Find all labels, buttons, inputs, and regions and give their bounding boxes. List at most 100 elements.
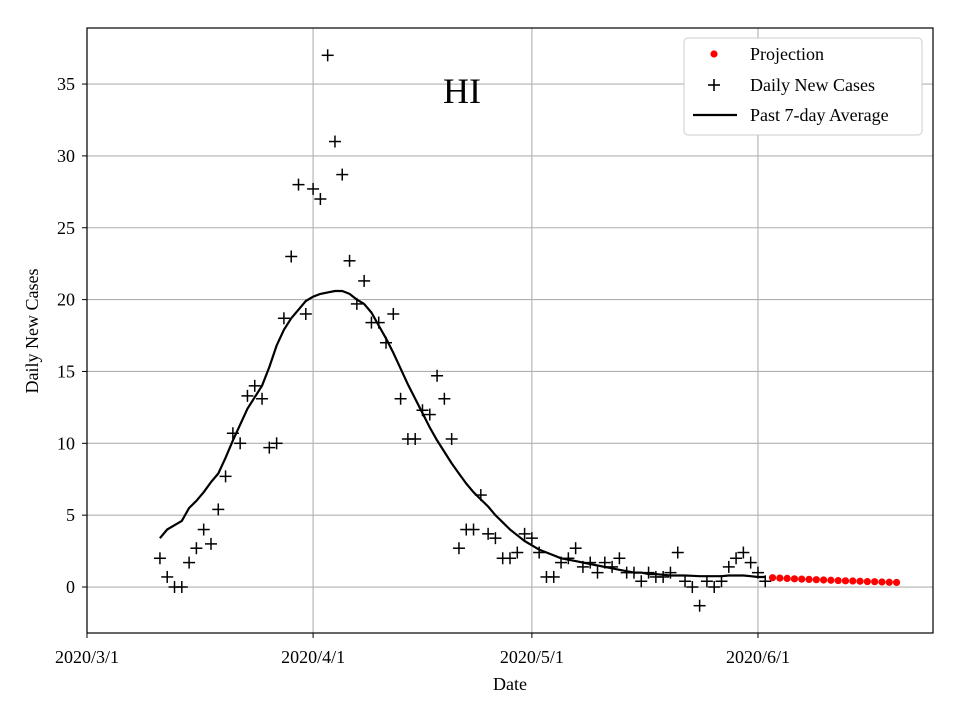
daily-case-marker — [292, 178, 305, 191]
daily-case-marker — [730, 552, 743, 565]
daily-case-marker — [693, 599, 706, 612]
daily-case-marker — [314, 193, 327, 206]
plot-frame — [86, 27, 934, 634]
projection-point — [783, 574, 791, 582]
daily-case-marker — [474, 489, 487, 502]
daily-markers-layer — [153, 49, 772, 612]
daily-case-marker — [328, 135, 341, 148]
y-axis-label: Daily New Cases — [22, 269, 42, 394]
daily-case-marker — [489, 532, 502, 545]
daily-case-marker — [212, 503, 225, 516]
daily-case-marker — [394, 392, 407, 405]
daily-case-marker — [285, 250, 298, 263]
projection-markers-layer — [768, 574, 901, 587]
daily-case-marker — [671, 546, 684, 559]
x-tick-label: 2020/6/1 — [726, 647, 790, 667]
daily-case-marker — [452, 542, 465, 555]
daily-case-marker — [722, 560, 735, 573]
y-tick-label: 25 — [57, 218, 75, 238]
daily-case-marker — [358, 274, 371, 287]
daily-case-marker — [598, 556, 611, 569]
y-tick-label: 0 — [66, 577, 75, 597]
daily-case-marker — [482, 527, 495, 540]
projection-point — [885, 578, 893, 586]
projection-point — [805, 575, 813, 583]
daily-case-marker — [387, 307, 400, 320]
daily-case-marker — [533, 546, 546, 559]
daily-case-marker — [591, 566, 604, 579]
average-line-layer — [159, 289, 766, 579]
daily-case-marker — [613, 552, 626, 565]
projection-point — [798, 575, 806, 583]
daily-case-marker — [416, 404, 429, 417]
daily-case-marker — [562, 552, 575, 565]
daily-case-marker — [256, 392, 269, 405]
legend-daily-marker — [708, 79, 720, 91]
daily-case-marker — [277, 312, 290, 325]
daily-case-marker — [263, 441, 276, 454]
daily-case-marker — [715, 575, 728, 588]
daily-case-marker — [423, 408, 436, 421]
daily-case-marker — [737, 546, 750, 559]
daily-case-marker — [708, 581, 721, 594]
daily-case-marker — [657, 570, 670, 583]
projection-point — [820, 576, 828, 584]
projection-point — [812, 576, 820, 584]
projection-point — [856, 577, 864, 585]
daily-case-marker — [569, 542, 582, 555]
daily-case-marker — [248, 379, 261, 392]
daily-case-marker — [343, 254, 356, 267]
projection-point — [827, 576, 835, 584]
daily-case-marker — [234, 437, 247, 450]
daily-case-marker — [226, 427, 239, 440]
daily-case-marker — [744, 556, 757, 569]
daily-case-marker — [307, 182, 320, 195]
y-tick-label: 30 — [57, 146, 75, 166]
legend-projection-label: Projection — [750, 44, 824, 64]
projection-point — [849, 577, 857, 585]
x-axis-label: Date — [493, 674, 527, 694]
daily-case-marker — [467, 523, 480, 536]
daily-case-marker — [518, 527, 531, 540]
daily-case-marker — [190, 542, 203, 555]
daily-case-marker — [642, 566, 655, 579]
x-tick-label: 2020/4/1 — [281, 647, 345, 667]
daily-case-marker — [664, 566, 677, 579]
daily-case-marker — [584, 556, 597, 569]
daily-case-marker — [759, 575, 772, 588]
daily-case-marker — [511, 546, 524, 559]
daily-case-marker — [336, 168, 349, 181]
daily-case-marker — [175, 581, 188, 594]
daily-case-marker — [241, 389, 254, 402]
daily-case-marker — [555, 556, 568, 569]
daily-case-marker — [431, 369, 444, 382]
daily-case-marker — [409, 432, 422, 445]
axis-ticks: 0 5 10 15 20 25 30 35 2020/3/1 2020/4/1 2020/5/1 20… — [55, 74, 790, 667]
daily-case-marker — [321, 49, 334, 62]
daily-case-marker — [576, 560, 589, 573]
daily-case-marker — [380, 336, 393, 349]
daily-case-marker — [438, 392, 451, 405]
daily-case-marker — [525, 532, 538, 545]
daily-case-marker — [445, 432, 458, 445]
projection-point — [834, 576, 842, 585]
projection-point — [871, 578, 879, 586]
x-tick-label: 2020/5/1 — [500, 647, 564, 667]
daily-case-marker — [700, 575, 713, 588]
projection-point — [863, 577, 871, 586]
projection-point — [892, 578, 901, 587]
legend-projection-marker — [710, 50, 718, 58]
daily-case-marker — [679, 575, 692, 588]
daily-case-marker — [350, 297, 363, 310]
projection-point — [841, 577, 850, 585]
daily-case-marker — [547, 570, 560, 583]
daily-case-marker — [270, 437, 283, 450]
y-tick-label: 5 — [66, 505, 75, 525]
daily-case-marker — [204, 537, 217, 550]
daily-case-marker — [372, 316, 385, 329]
daily-case-marker — [686, 581, 699, 594]
daily-case-marker — [219, 470, 232, 483]
x-tick-label: 2020/3/1 — [55, 647, 119, 667]
projection-point — [878, 578, 886, 586]
